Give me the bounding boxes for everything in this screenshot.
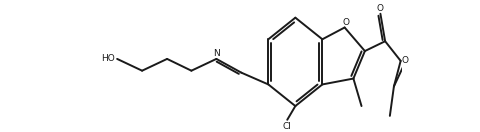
Text: O: O	[343, 18, 350, 27]
Text: HO: HO	[101, 54, 115, 63]
Text: Cl: Cl	[282, 122, 291, 131]
Text: O: O	[401, 56, 408, 65]
Text: O: O	[377, 4, 384, 13]
Text: N: N	[213, 49, 220, 58]
